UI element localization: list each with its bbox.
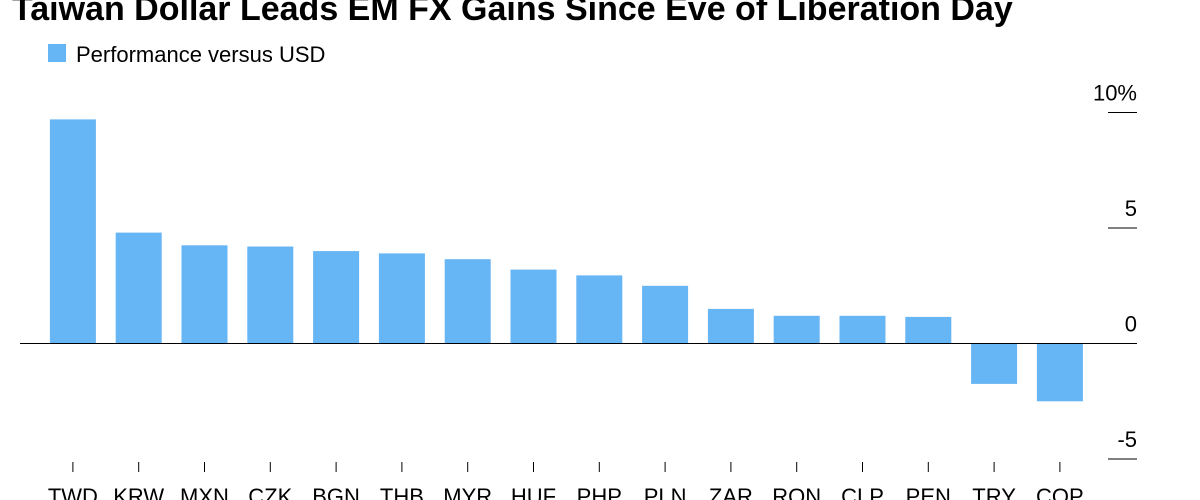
bar-clp	[839, 315, 886, 344]
legend-label: Performance versus USD	[76, 42, 325, 67]
bar-pln	[642, 285, 689, 344]
x-tick-label: PLN	[644, 484, 687, 500]
legend-swatch	[48, 44, 66, 62]
bar-krw	[115, 232, 162, 344]
bar-myr	[444, 259, 491, 344]
y-tick-label: -5	[1117, 427, 1137, 452]
x-tick-label: PHP	[577, 484, 622, 500]
y-axis: -5 0 5 10%	[20, 81, 1137, 460]
x-tick-label: PEN	[906, 484, 951, 500]
bar-try	[971, 343, 1018, 384]
bar-cop	[1036, 343, 1083, 402]
bars	[49, 119, 1083, 402]
x-tick-label: ZAR	[709, 484, 753, 500]
x-axis: TWD KRW MXN CZK BGN THB MYR HUF PHP PLN ZAR RON CLP P…	[48, 462, 1084, 500]
bar-thb	[378, 253, 425, 344]
x-tick-label: HUF	[511, 484, 556, 500]
x-tick-label: COP	[1036, 484, 1084, 500]
bar-zar	[707, 308, 754, 344]
bar-huf	[510, 269, 557, 344]
x-tick-label: BGN	[312, 484, 360, 500]
legend: Performance versus USD	[48, 42, 325, 67]
x-tick-label: TRY	[972, 484, 1016, 500]
y-tick-label: 5	[1125, 196, 1137, 221]
bar-czk	[247, 246, 294, 344]
bar-twd	[49, 119, 96, 344]
y-tick-label: 10%	[1093, 81, 1137, 106]
chart-title: Taiwan Dollar Leads EM FX Gains Since Ev…	[12, 0, 1013, 28]
x-tick-label: THB	[380, 484, 424, 500]
y-tick-label: 0	[1125, 312, 1137, 337]
bar-bgn	[313, 251, 360, 344]
bar-pen	[905, 316, 952, 344]
x-tick-label: CLP	[841, 484, 884, 500]
x-tick-label: MXN	[180, 484, 229, 500]
x-tick-label: RON	[772, 484, 821, 500]
bar-php	[576, 275, 623, 344]
x-tick-label: MYR	[443, 484, 492, 500]
bar-ron	[773, 315, 820, 344]
x-tick-label: CZK	[248, 484, 292, 500]
x-tick-label: TWD	[48, 484, 98, 500]
x-tick-label: KRW	[113, 484, 164, 500]
bar-mxn	[181, 245, 228, 344]
